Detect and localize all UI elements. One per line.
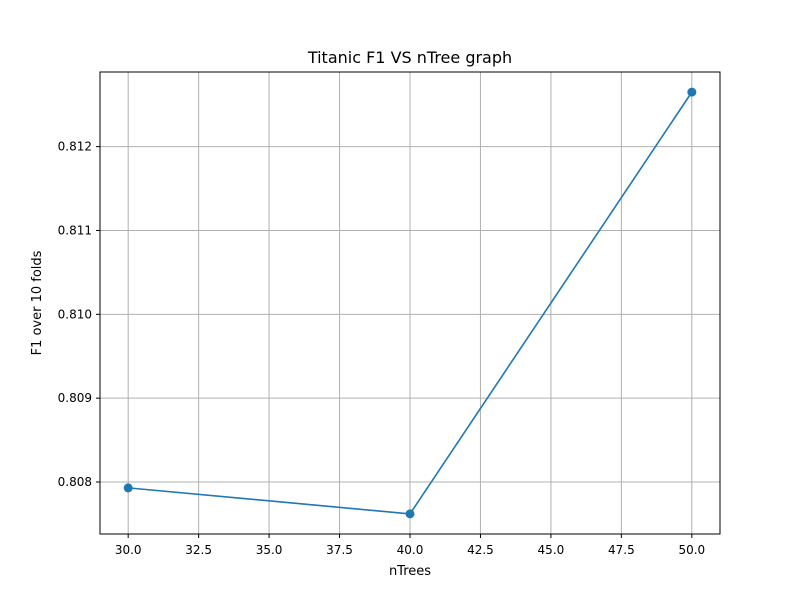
x-tick-label: 47.5 — [608, 543, 635, 557]
y-tick-label: 0.809 — [58, 391, 92, 405]
x-tick-label: 40.0 — [397, 543, 424, 557]
grid — [100, 72, 720, 534]
data-point — [687, 87, 697, 97]
x-tick-label: 45.0 — [538, 543, 565, 557]
y-axis-label: F1 over 10 folds — [30, 250, 45, 355]
y-tick-label: 0.810 — [58, 307, 92, 321]
data-point — [405, 509, 415, 519]
y-tick-label: 0.811 — [58, 223, 92, 237]
series-layer — [123, 87, 697, 519]
data-point — [123, 483, 133, 493]
x-tick-label: 42.5 — [467, 543, 494, 557]
ticks: 30.0 32.5 35.0 37.5 40.0 42.5 45.0 47.5 50.0 0.80… — [58, 140, 706, 557]
x-tick-label: 30.0 — [115, 543, 142, 557]
y-tick-label: 0.808 — [58, 475, 92, 489]
x-tick-label: 32.5 — [185, 543, 212, 557]
y-tick-label: 0.812 — [58, 140, 92, 154]
chart-title: Titanic F1 VS nTree graph — [307, 48, 512, 67]
x-axis-label: nTrees — [389, 564, 431, 579]
x-tick-label: 35.0 — [256, 543, 283, 557]
x-tick-label: 37.5 — [326, 543, 353, 557]
x-tick-label: 50.0 — [678, 543, 705, 557]
